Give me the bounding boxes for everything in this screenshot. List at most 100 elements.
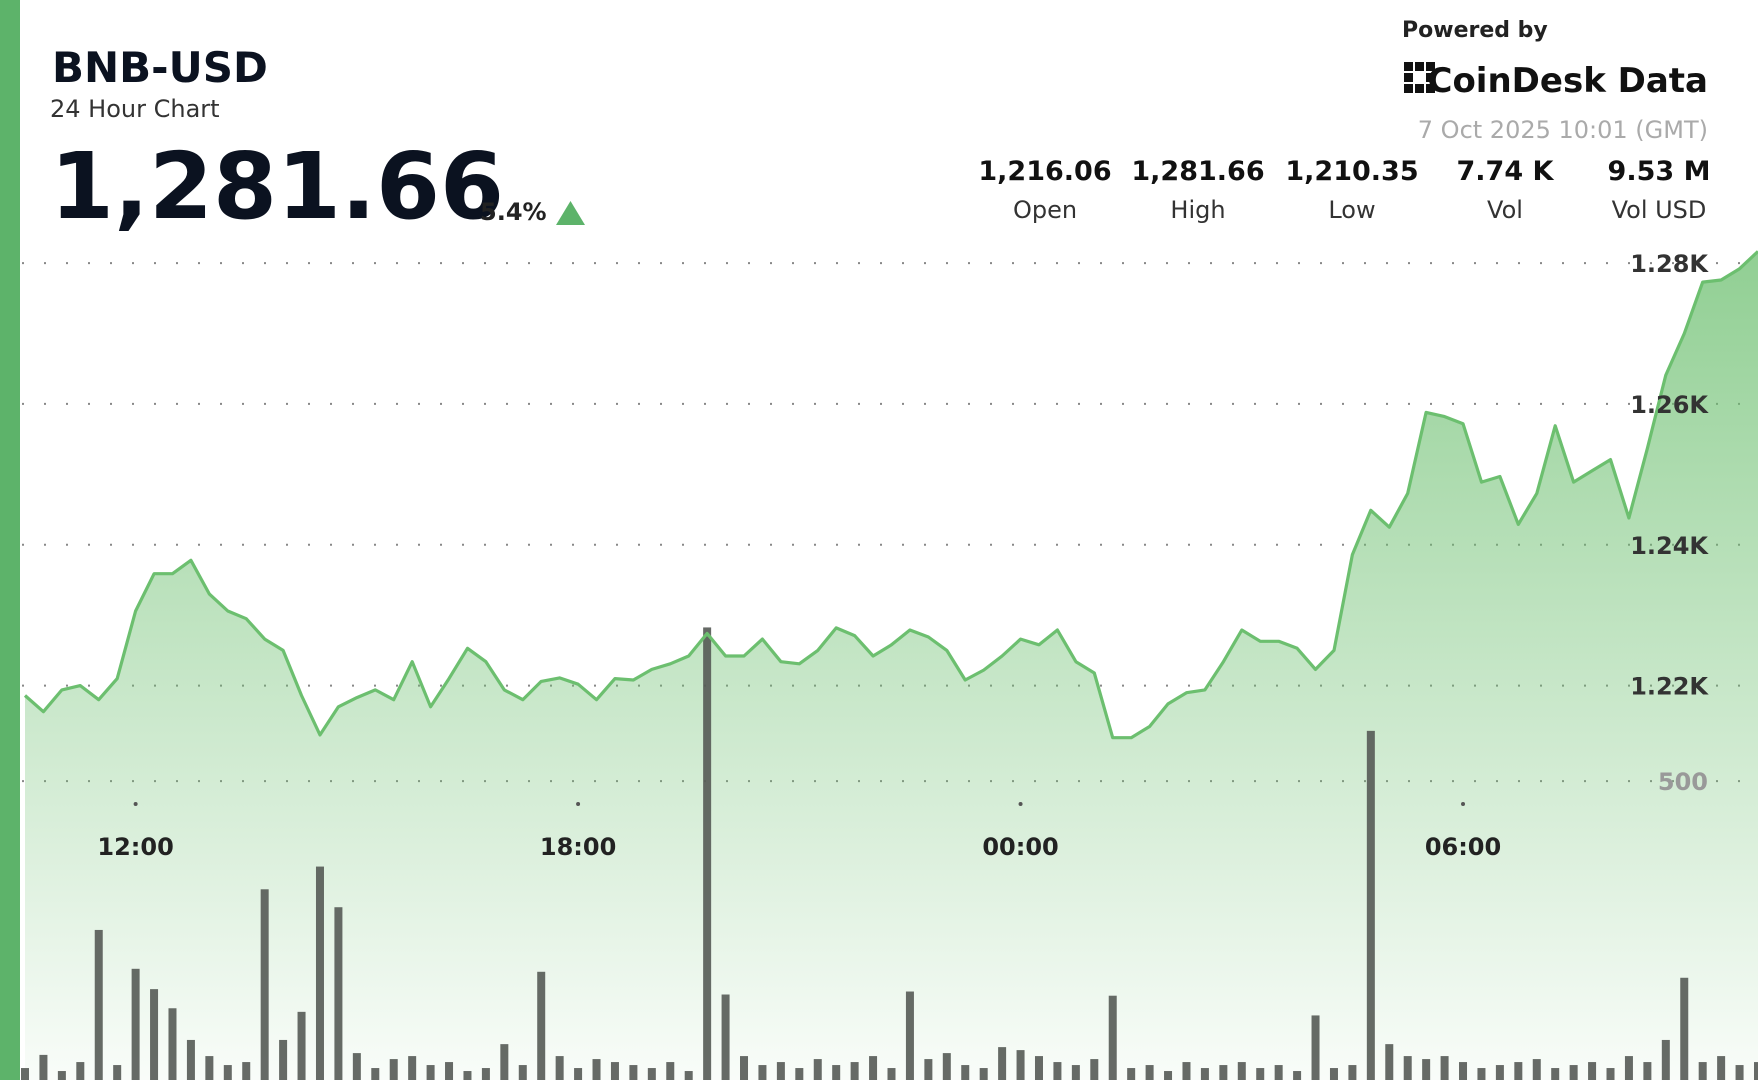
volume-bar <box>57 1071 66 1080</box>
y-tick-label: 1.22K <box>1630 673 1709 701</box>
volume-bar <box>666 1062 675 1080</box>
volume-bar <box>1200 1068 1209 1080</box>
volume-bar <box>1366 730 1375 1080</box>
accent-bar <box>0 0 20 1080</box>
volume-bar <box>1311 1015 1320 1080</box>
volume-bar <box>168 1008 177 1080</box>
volume-bar <box>1477 1068 1486 1080</box>
volume-bar <box>610 1062 619 1080</box>
volume-bar <box>1735 1065 1744 1080</box>
x-tick-label: 18:00 <box>540 833 616 861</box>
volume-bar <box>887 1068 896 1080</box>
volume-bar <box>1237 1062 1246 1080</box>
volume-bar <box>1053 1062 1062 1080</box>
volume-bar <box>758 1065 767 1080</box>
volume-bar <box>352 1053 361 1080</box>
volume-bar <box>1606 1068 1615 1080</box>
volume-bar <box>94 929 103 1080</box>
x-tick <box>1018 802 1023 806</box>
volume-bar <box>1754 1062 1758 1080</box>
volume-bar <box>1329 1068 1338 1080</box>
volume-bar <box>131 968 140 1080</box>
subtitle: 24 Hour Chart <box>50 95 220 123</box>
volume-bar <box>223 1065 232 1080</box>
volume-bar <box>408 1056 417 1080</box>
x-tick <box>1461 802 1466 806</box>
volume-bar <box>205 1056 214 1080</box>
volume-bar <box>1440 1056 1449 1080</box>
volume-bar <box>555 1056 564 1080</box>
area-fill <box>25 251 1758 1080</box>
volume-bar <box>1643 1062 1652 1080</box>
volume-bar <box>481 1068 490 1080</box>
stat-value: 7.74 K <box>1457 156 1555 187</box>
volume-bar <box>279 1039 288 1080</box>
volume-bar <box>334 907 343 1080</box>
volume-bar <box>979 1068 988 1080</box>
volume-bar <box>961 1065 970 1080</box>
volume-bar <box>905 991 914 1080</box>
volume-bar <box>592 1059 601 1080</box>
volume-bar <box>1274 1065 1283 1080</box>
stat-value: 1,210.35 <box>1285 156 1418 187</box>
stat-label: Vol <box>1487 196 1523 224</box>
volume-bar <box>1495 1065 1504 1080</box>
y2-tick-label: 500 <box>1658 768 1708 796</box>
volume-bar <box>297 1011 306 1080</box>
stat-value: 1,281.66 <box>1131 156 1264 187</box>
volume-bar <box>1588 1062 1597 1080</box>
price-line <box>23 250 1758 740</box>
stats: 1,216.06 Open 1,281.66 High 1,210.35 Low 7.74 … <box>978 156 1710 224</box>
volume-bar <box>445 1062 454 1080</box>
volume-bar <box>21 1068 29 1080</box>
volume-bar <box>924 1059 933 1080</box>
volume-bar <box>1459 1062 1468 1080</box>
plot-area: 1.22K 1.24K 1.26K 1.28K 500 12:00 18:00 00:00 06… <box>21 250 1758 1080</box>
volume-bar <box>186 1039 195 1080</box>
volume-bar <box>150 989 159 1080</box>
change-percent: 5.4% <box>480 198 547 226</box>
stat-value: 1,216.06 <box>978 156 1111 187</box>
volume-bar <box>832 1065 841 1080</box>
volume-bar <box>113 1065 122 1080</box>
volume-bar <box>1348 1065 1357 1080</box>
x-tick-label: 12:00 <box>97 833 173 861</box>
price: 1,281.66 <box>50 133 504 240</box>
volume-bar <box>1717 1056 1726 1080</box>
volume-bar <box>1698 1062 1707 1080</box>
stat-label: Open <box>1013 196 1077 224</box>
volume-bar <box>518 1065 527 1080</box>
volume-bar <box>1090 1059 1099 1080</box>
volume-bar <box>1514 1062 1523 1080</box>
volume-bar <box>1680 977 1689 1080</box>
volume-bar <box>647 1068 656 1080</box>
volume-bar <box>463 1071 472 1080</box>
volume-bar <box>371 1068 380 1080</box>
volume-bar <box>1293 1071 1302 1080</box>
brand-name: CoinDesk Data <box>1428 61 1709 101</box>
brand-logo <box>1404 62 1435 93</box>
y-tick-label: 1.28K <box>1630 250 1709 278</box>
volume-bar <box>76 1062 85 1080</box>
volume-bar <box>1661 1039 1670 1080</box>
volume-bar <box>850 1062 859 1080</box>
volume-bar <box>1569 1065 1578 1080</box>
volume-bar <box>942 1053 951 1080</box>
volume-bar <box>1182 1062 1191 1080</box>
stat-label: Low <box>1328 196 1375 224</box>
volume-bar <box>721 994 730 1080</box>
volume-bar <box>1403 1056 1412 1080</box>
volume-bar <box>1145 1065 1154 1080</box>
volume-bar <box>795 1068 804 1080</box>
stat-label: Vol USD <box>1612 196 1707 224</box>
volume-bar <box>389 1059 398 1080</box>
volume-bar <box>703 627 712 1080</box>
volume-bar <box>315 866 324 1080</box>
y-tick-label: 1.26K <box>1630 391 1709 419</box>
volume-bar <box>1551 1068 1560 1080</box>
volume-bar <box>1127 1068 1136 1080</box>
volume-bar <box>813 1059 822 1080</box>
volume-bar <box>1164 1071 1173 1080</box>
volume-bar <box>242 1062 251 1080</box>
